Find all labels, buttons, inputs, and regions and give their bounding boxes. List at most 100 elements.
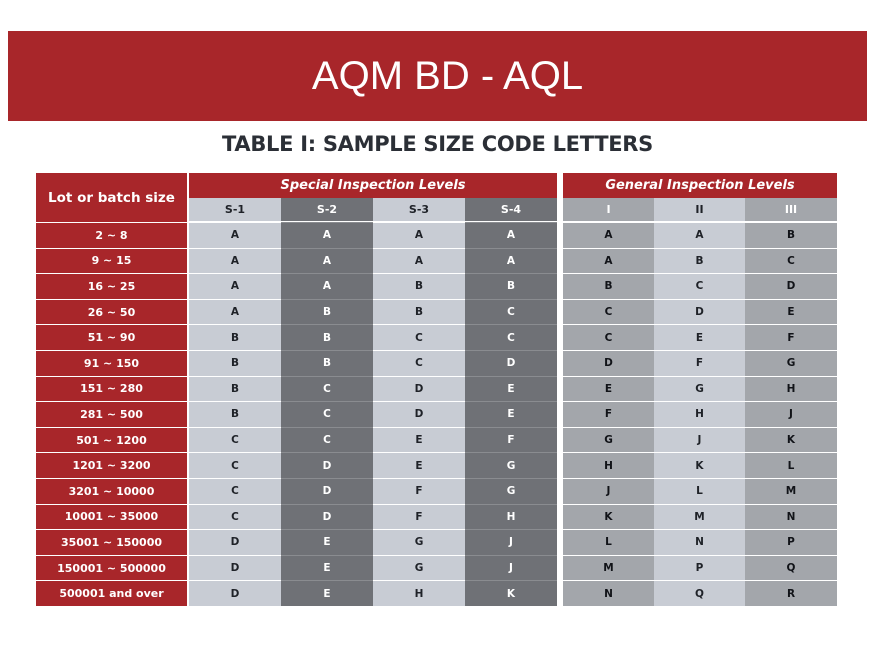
general-levels-header: General Inspection Levels — [563, 173, 837, 198]
code-letter-i: L — [563, 529, 654, 555]
code-letter-s3: B — [373, 273, 465, 299]
code-letter-s1: D — [189, 529, 281, 555]
sample-size-table: Lot or batch size Special Inspection Lev… — [36, 173, 837, 606]
code-letter-iii: K — [745, 426, 837, 453]
code-letter-s1: C — [189, 452, 281, 478]
lot-size-cell: 1201 ~ 3200 — [36, 452, 189, 478]
lot-size-cell: 91 ~ 150 — [36, 349, 189, 376]
level-header-s2: S-2 — [281, 198, 373, 222]
code-letter-s2: A — [281, 222, 373, 248]
code-letter-s3: G — [373, 529, 465, 555]
code-letter-s2: E — [281, 529, 373, 555]
code-letter-s1: C — [189, 426, 281, 453]
code-letter-i: M — [563, 554, 654, 581]
code-letter-i: A — [563, 222, 654, 248]
code-letter-s2: C — [281, 426, 373, 453]
code-letter-ii: B — [654, 247, 745, 274]
code-letter-s1: B — [189, 324, 281, 350]
special-levels-header: Special Inspection Levels — [189, 173, 557, 198]
code-letter-s1: C — [189, 503, 281, 530]
code-letter-iii: P — [745, 529, 837, 555]
code-letter-s2: C — [281, 401, 373, 427]
code-letter-i: J — [563, 477, 654, 504]
code-letter-s3: G — [373, 554, 465, 581]
code-letter-s2: D — [281, 477, 373, 504]
code-letter-s4: J — [465, 529, 557, 555]
code-letter-s2: E — [281, 580, 373, 606]
code-letter-ii: M — [654, 503, 745, 530]
level-header-ii: II — [654, 198, 745, 222]
code-letter-ii: H — [654, 401, 745, 427]
code-letter-s2: B — [281, 298, 373, 325]
code-letter-i: D — [563, 349, 654, 376]
code-letter-s2: D — [281, 452, 373, 478]
code-letter-s2: C — [281, 375, 373, 402]
code-letter-s4: J — [465, 554, 557, 581]
code-letter-s3: A — [373, 222, 465, 248]
lot-size-cell: 35001 ~ 150000 — [36, 529, 189, 555]
code-letter-ii: G — [654, 375, 745, 402]
lot-size-cell: 150001 ~ 500000 — [36, 554, 189, 581]
code-letter-ii: C — [654, 273, 745, 299]
code-letter-s4: C — [465, 324, 557, 350]
code-letter-i: F — [563, 401, 654, 427]
code-letter-ii: L — [654, 477, 745, 504]
lot-size-cell: 26 ~ 50 — [36, 298, 189, 325]
code-letter-s4: H — [465, 503, 557, 530]
code-letter-iii: B — [745, 222, 837, 248]
code-letter-s2: B — [281, 324, 373, 350]
code-letter-iii: C — [745, 247, 837, 274]
code-letter-s1: D — [189, 554, 281, 581]
code-letter-i: E — [563, 375, 654, 402]
code-letter-i: H — [563, 452, 654, 478]
code-letter-s3: E — [373, 452, 465, 478]
level-header-s4: S-4 — [465, 198, 557, 222]
lot-size-cell: 151 ~ 280 — [36, 375, 189, 402]
code-letter-s4: E — [465, 401, 557, 427]
code-letter-ii: P — [654, 554, 745, 581]
code-letter-s4: G — [465, 477, 557, 504]
column-group-divider — [557, 173, 563, 606]
code-letter-s4: B — [465, 273, 557, 299]
code-letter-iii: F — [745, 324, 837, 350]
code-letter-ii: E — [654, 324, 745, 350]
code-letter-i: N — [563, 580, 654, 606]
level-header-iii: III — [745, 198, 837, 222]
code-letter-s3: F — [373, 503, 465, 530]
code-letter-iii: R — [745, 580, 837, 606]
code-letter-s2: B — [281, 349, 373, 376]
lot-size-cell: 3201 ~ 10000 — [36, 477, 189, 504]
code-letter-s3: A — [373, 247, 465, 274]
code-letter-s1: A — [189, 273, 281, 299]
code-letter-i: C — [563, 324, 654, 350]
code-letter-s3: D — [373, 401, 465, 427]
lot-size-header: Lot or batch size — [36, 173, 189, 222]
code-letter-i: G — [563, 426, 654, 453]
code-letter-s4: A — [465, 247, 557, 274]
code-letter-iii: D — [745, 273, 837, 299]
code-letter-s4: E — [465, 375, 557, 402]
code-letter-s1: B — [189, 401, 281, 427]
code-letter-iii: N — [745, 503, 837, 530]
code-letter-s3: D — [373, 375, 465, 402]
code-letter-s2: A — [281, 273, 373, 299]
code-letter-s2: D — [281, 503, 373, 530]
lot-size-cell: 281 ~ 500 — [36, 401, 189, 427]
code-letter-s1: A — [189, 247, 281, 274]
code-letter-s4: F — [465, 426, 557, 453]
code-letter-s1: D — [189, 580, 281, 606]
code-letter-s3: H — [373, 580, 465, 606]
code-letter-ii: Q — [654, 580, 745, 606]
code-letter-ii: K — [654, 452, 745, 478]
code-letter-s2: E — [281, 554, 373, 581]
code-letter-iii: E — [745, 298, 837, 325]
banner-title: AQM BD - AQL — [8, 31, 867, 121]
code-letter-s4: G — [465, 452, 557, 478]
code-letter-s4: C — [465, 298, 557, 325]
code-letter-s2: A — [281, 247, 373, 274]
code-letter-ii: J — [654, 426, 745, 453]
code-letter-s4: D — [465, 349, 557, 376]
code-letter-i: C — [563, 298, 654, 325]
level-header-s3: S-3 — [373, 198, 465, 222]
lot-size-cell: 51 ~ 90 — [36, 324, 189, 350]
